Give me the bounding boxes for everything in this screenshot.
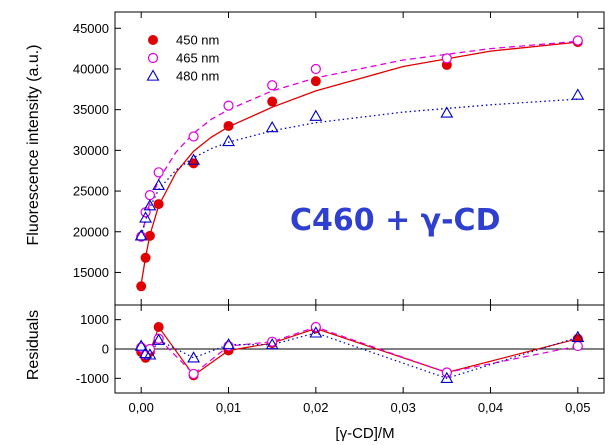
data-point-450-nm — [153, 199, 164, 210]
data-point-450-nm — [140, 252, 151, 263]
data-point-465-nm — [441, 53, 452, 64]
data-point-480-nm — [265, 120, 279, 133]
residual-point-480-nm — [143, 348, 157, 360]
data-point-450-nm — [144, 230, 155, 241]
main-y-tick-label: 15000 — [73, 265, 109, 280]
res-y-tick-label: 1000 — [80, 312, 109, 327]
main-y-tick-label: 40000 — [73, 61, 109, 76]
legend-label: 450 nm — [176, 33, 219, 48]
res-y-tick-label: -1000 — [76, 371, 109, 386]
residual-line-465-nm — [140, 326, 578, 375]
main-y-axis-label: Fluorescence intensity (a.u.) — [25, 45, 42, 246]
legend: 450 nm 465 nm 480 nm — [146, 33, 219, 84]
data-point-450-nm — [136, 281, 147, 292]
residual-line-450-nm — [140, 325, 578, 377]
data-point-450-nm — [310, 76, 321, 87]
data-point-480-nm — [139, 211, 153, 223]
main-y-tick-label: 35000 — [73, 102, 109, 117]
fit-curve-465-nm — [140, 40, 578, 238]
data-point-480-nm — [440, 106, 454, 118]
residual-point-480-nm — [134, 339, 148, 351]
data-point-465-nm — [153, 167, 164, 178]
main-y-tick-label: 45000 — [73, 21, 109, 36]
residual-point-480-nm — [222, 337, 235, 350]
residuals-plot-panel: -1000 0 1000 0,00 0,01 0,02 0,03 0,04 0,05 — [76, 304, 605, 415]
x-tick-label: 0,03 — [391, 400, 416, 415]
main-y-tick-label: 25000 — [73, 184, 109, 199]
data-point-450-nm — [267, 96, 278, 107]
data-point-480-nm — [187, 153, 201, 165]
data-point-480-nm — [309, 109, 323, 121]
residual-point-450-nm — [153, 322, 164, 332]
data-point-465-nm — [223, 100, 234, 111]
data-point-480-nm — [222, 134, 235, 147]
data-point-450-nm — [223, 120, 234, 131]
legend-marker — [146, 69, 160, 81]
legend-label: 465 nm — [176, 51, 219, 66]
residual-point-465-nm — [572, 340, 583, 352]
main-y-tick-label: 30000 — [73, 143, 109, 158]
x-tick-label: 0,00 — [129, 400, 154, 415]
x-tick-label: 0,05 — [565, 400, 590, 415]
residual-point-480-nm — [440, 371, 454, 384]
x-axis-label: [γ-CD]/M — [335, 425, 394, 442]
residuals-y-axis-label: Residuals — [25, 310, 42, 380]
residual-point-480-nm — [571, 330, 585, 342]
residual-point-480-nm — [152, 333, 166, 345]
x-tick-label: 0,01 — [216, 400, 241, 415]
data-point-465-nm — [188, 131, 199, 142]
residual-point-480-nm — [187, 351, 201, 363]
x-tick-label: 0,02 — [303, 400, 328, 415]
legend-label: 480 nm — [176, 69, 219, 84]
x-tick-label: 0,04 — [478, 400, 503, 415]
data-point-465-nm — [267, 80, 278, 91]
legend-marker — [147, 52, 159, 64]
data-point-480-nm — [134, 229, 148, 241]
legend-marker — [148, 35, 158, 45]
residual-point-465-nm — [188, 368, 199, 380]
residual-point-480-nm — [265, 337, 279, 350]
data-point-480-nm — [571, 88, 585, 100]
res-y-tick-label: 0 — [102, 342, 109, 357]
data-point-480-nm — [152, 178, 166, 191]
data-point-465-nm — [310, 63, 321, 75]
data-point-480-nm — [143, 199, 157, 211]
main-y-tick-label: 20000 — [73, 224, 109, 239]
data-point-465-nm — [144, 190, 156, 201]
data-point-465-nm — [572, 35, 583, 46]
main-plot-panel: 15000 20000 25000 30000 35000 40000 45000 450 n… — [73, 11, 605, 306]
chart-annotation: C460 + γ-CD — [290, 203, 500, 238]
residual-point-480-nm — [309, 326, 323, 338]
